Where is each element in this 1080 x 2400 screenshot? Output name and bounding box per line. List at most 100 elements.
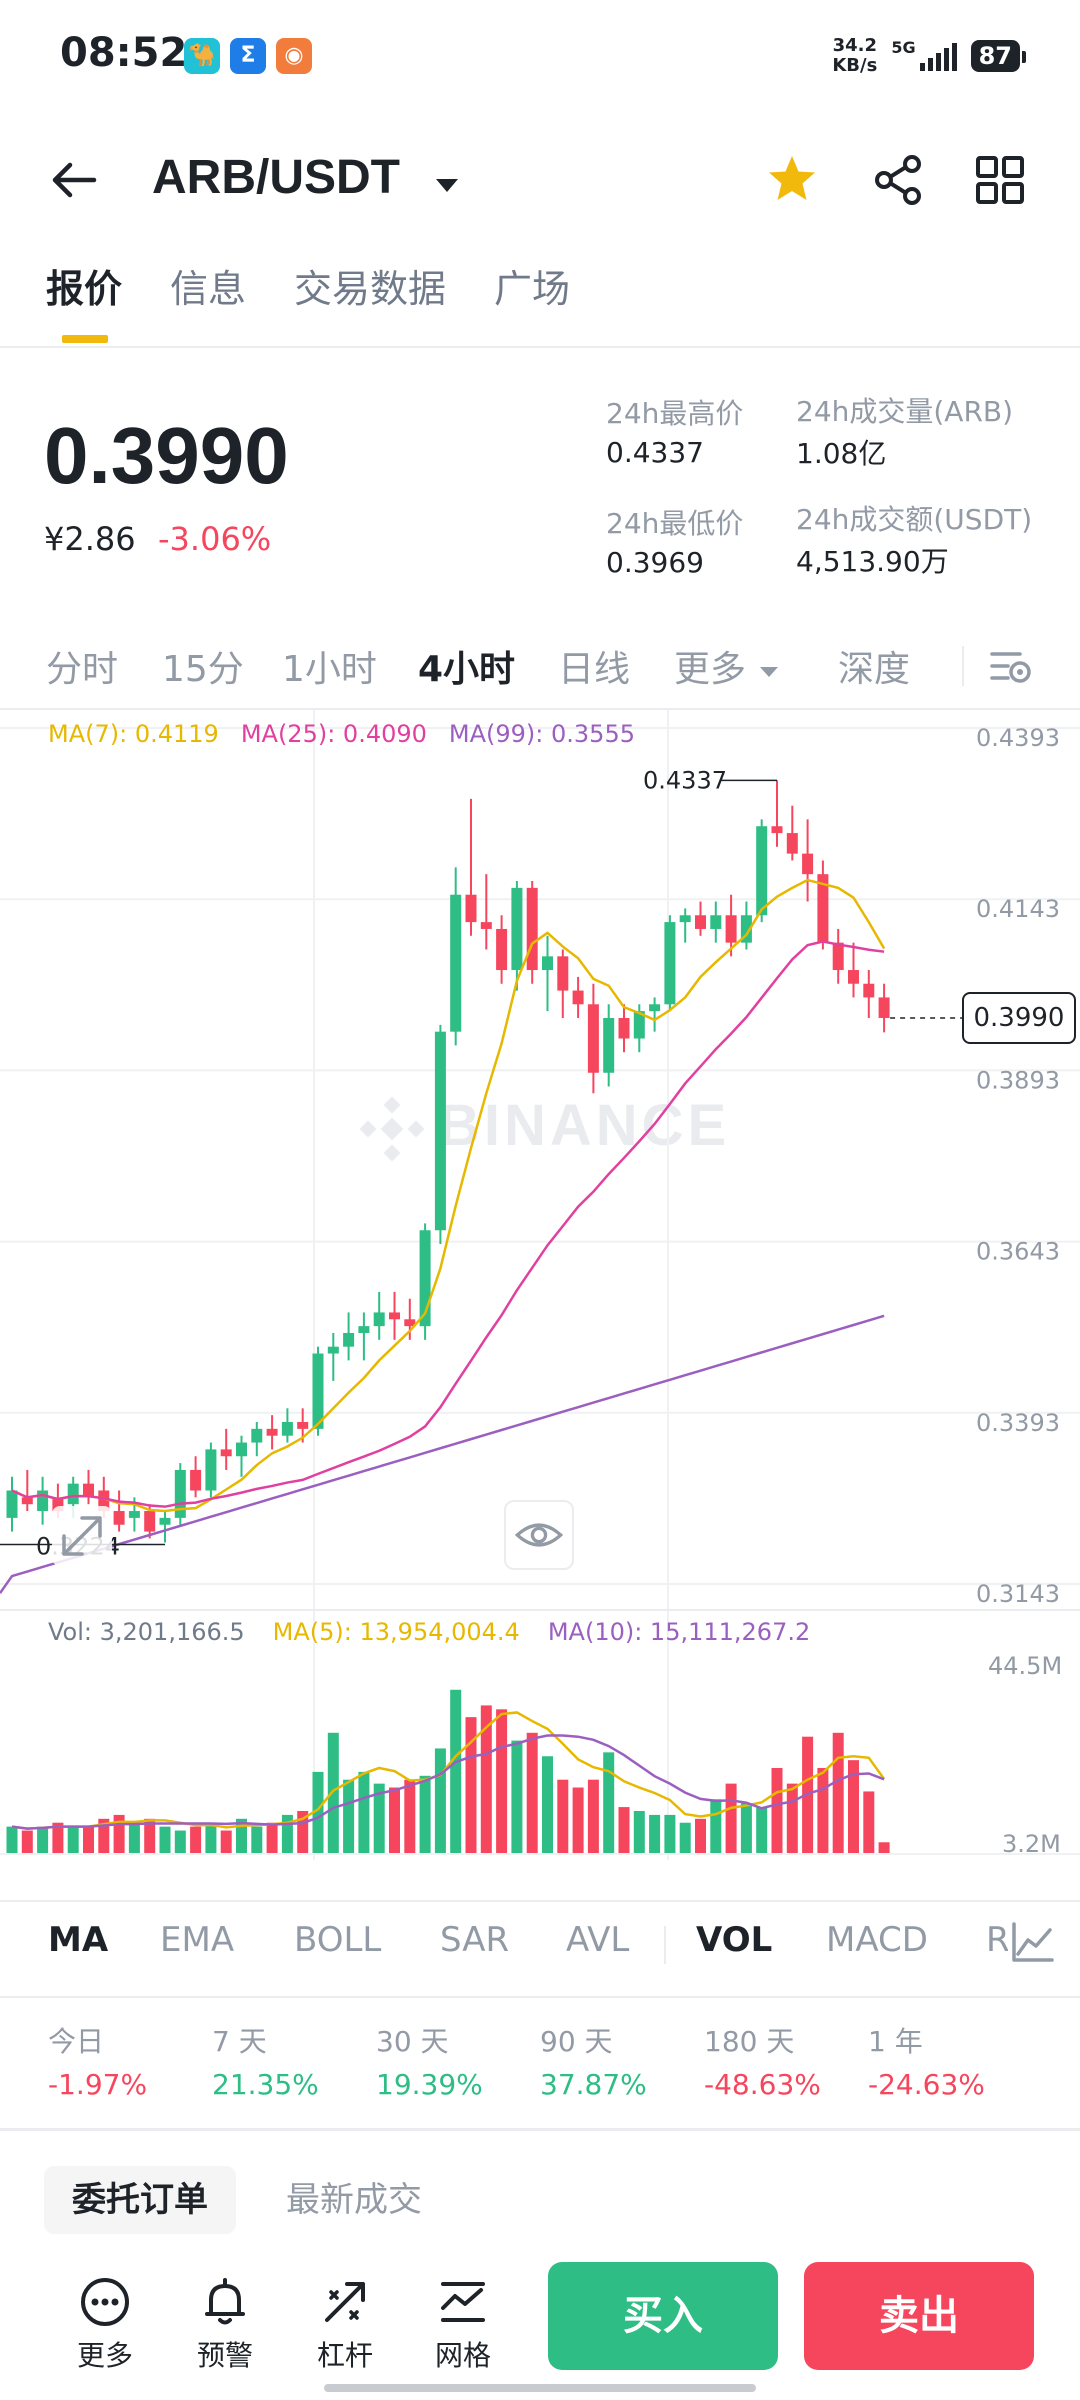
- high-marker-label: 0.4337: [643, 766, 727, 794]
- candle-body: [220, 1449, 232, 1457]
- chart-canvas: 0.4393 0.4143 0.3893 0.3643 0.3393 0.3143 0.43…: [0, 710, 1080, 1870]
- volume-bar: [664, 1814, 676, 1854]
- volume-bar: [633, 1810, 645, 1854]
- candle-body: [389, 1312, 400, 1320]
- share-icon[interactable]: [868, 150, 928, 210]
- indicator-settings-icon[interactable]: [1008, 1918, 1056, 1966]
- volume-bar: [113, 1814, 125, 1854]
- candle-body: [817, 874, 829, 943]
- pair-title[interactable]: ARB/USDT: [152, 151, 400, 204]
- divider: [962, 646, 964, 686]
- candle-body: [98, 1490, 110, 1512]
- tab-quote[interactable]: 报价: [46, 258, 122, 343]
- interval-15m[interactable]: 15分: [162, 649, 244, 690]
- tab-trading-data[interactable]: 交易数据: [294, 267, 447, 311]
- status-app-icon: 🐪: [184, 38, 220, 74]
- volume-bar: [878, 1842, 890, 1854]
- candle-body: [740, 915, 752, 943]
- perf-label-7d: 7 天: [212, 2025, 267, 2058]
- interval-depth[interactable]: 深度: [838, 649, 911, 690]
- chart-settings-icon[interactable]: [986, 642, 1034, 690]
- volume-bar: [679, 1822, 691, 1854]
- tab-open-orders[interactable]: 委托订单: [44, 2166, 236, 2234]
- volume-bar: [848, 1760, 859, 1854]
- home-indicator[interactable]: [324, 2384, 756, 2392]
- candle-body: [664, 922, 676, 1005]
- volume-bar: [511, 1740, 523, 1854]
- volume-bar: [756, 1807, 768, 1854]
- volume-bar: [83, 1826, 94, 1854]
- volume-bar: [450, 1689, 462, 1854]
- caret-down-icon[interactable]: [432, 170, 462, 200]
- candle-body: [633, 1011, 645, 1039]
- interval-4h[interactable]: 4小时: [418, 649, 516, 690]
- volume-bar: [281, 1814, 293, 1854]
- alert-button[interactable]: 预警: [180, 2274, 270, 2374]
- interval-1d[interactable]: 日线: [558, 649, 631, 690]
- candle-body: [312, 1353, 324, 1429]
- candle-body: [832, 942, 844, 971]
- header: ARB/USDT: [0, 130, 1080, 230]
- volume-bar: [465, 1717, 477, 1854]
- interval-1h[interactable]: 1小时: [282, 649, 377, 690]
- price-axis-label: 0.3393: [976, 1409, 1060, 1437]
- candle-body: [297, 1422, 309, 1429]
- volume-bar: [710, 1799, 722, 1854]
- candle-body: [511, 887, 523, 971]
- caret-down-icon: [760, 667, 779, 677]
- expand-chart-icon[interactable]: [52, 1506, 112, 1566]
- cny-price: ¥2.86: [44, 520, 136, 558]
- candle-body: [480, 922, 492, 929]
- indicator-boll[interactable]: BOLL: [294, 1920, 382, 1960]
- indicator-ema[interactable]: EMA: [160, 1920, 235, 1960]
- volume-bar: [220, 1830, 232, 1854]
- interval-time-share[interactable]: 分时: [46, 649, 119, 690]
- grid-trading-button[interactable]: 网格: [418, 2274, 508, 2374]
- favorite-star-icon[interactable]: [762, 150, 822, 210]
- leverage-button[interactable]: 杠杆: [300, 2274, 390, 2374]
- perf-label-30d: 30 天: [376, 2025, 449, 2058]
- indicator-ma[interactable]: MA: [48, 1920, 109, 1960]
- price-axis-label: 0.4143: [976, 895, 1060, 923]
- indicator-r[interactable]: R: [986, 1920, 1010, 1960]
- volume-bar: [37, 1826, 49, 1854]
- tab-info[interactable]: 信息: [170, 267, 247, 311]
- perf-label-90d: 90 天: [540, 2025, 613, 2058]
- indicator-avl[interactable]: AVL: [566, 1920, 630, 1960]
- volume-bar: [863, 1791, 875, 1854]
- buy-button[interactable]: 买入: [548, 2262, 778, 2370]
- candle-body: [725, 915, 737, 943]
- tab-latest-trades[interactable]: 最新成交: [286, 2180, 422, 2220]
- candle-body: [786, 833, 798, 854]
- candle-body: [419, 1230, 431, 1327]
- more-button[interactable]: 更多: [60, 2274, 150, 2374]
- status-time: 08:52: [60, 30, 188, 76]
- candle-body: [128, 1511, 140, 1518]
- binance-watermark: BINANCE: [438, 1093, 731, 1158]
- indicator-vol[interactable]: VOL: [696, 1920, 773, 1960]
- indicator-sar[interactable]: SAR: [440, 1920, 510, 1960]
- sell-button[interactable]: 卖出: [804, 2262, 1034, 2370]
- divider: [0, 346, 1080, 348]
- eye-icon[interactable]: [504, 1500, 574, 1570]
- perf-label-today: 今日: [48, 2025, 105, 2058]
- interval-more[interactable]: 更多: [674, 640, 781, 692]
- back-arrow-icon[interactable]: [44, 150, 104, 210]
- candle-body: [266, 1428, 278, 1436]
- volume-bar: [618, 1807, 630, 1854]
- candle-body: [465, 894, 477, 923]
- tab-square[interactable]: 广场: [494, 267, 571, 311]
- candle-body: [496, 928, 508, 971]
- grid-menu-icon[interactable]: [970, 150, 1030, 210]
- ma7-legend: MA(7): 0.4119: [48, 720, 219, 748]
- volume-bar: [817, 1767, 829, 1854]
- volume-bar: [572, 1787, 584, 1854]
- volume-ma5-legend: MA(5): 13,954,004.4: [272, 1618, 520, 1646]
- candle-body: [404, 1319, 416, 1327]
- indicator-macd[interactable]: MACD: [826, 1920, 928, 1960]
- candle-body: [281, 1422, 293, 1436]
- candle-body: [756, 826, 768, 916]
- volume-bar: [389, 1787, 400, 1854]
- candlestick-chart[interactable]: BINANCE 0.4393 0.4143 0.3893 0.3643 0.3393 0.…: [0, 710, 1080, 1900]
- perf-value-1y: -24.63%: [868, 2068, 985, 2101]
